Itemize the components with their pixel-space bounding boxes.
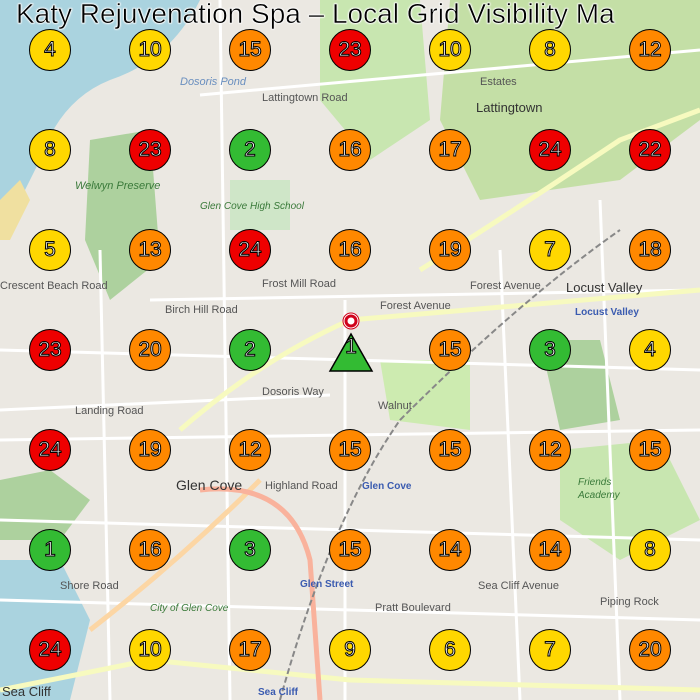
map-label: Lattingtown Road (262, 92, 348, 104)
rank-marker[interactable]: 1 (29, 529, 71, 571)
rank-marker[interactable]: 15 (329, 529, 371, 571)
map-label: Dosoris Way (262, 386, 324, 398)
map-label: Forest Avenue (470, 280, 541, 292)
map-label: Pratt Boulevard (375, 602, 451, 614)
rank-marker[interactable]: 17 (229, 629, 271, 671)
rank-marker[interactable]: 3 (529, 329, 571, 371)
rank-marker[interactable]: 15 (329, 429, 371, 471)
map-title: Katy Rejuvenation Spa – Local Grid Visib… (16, 0, 615, 29)
rank-marker[interactable]: 9 (329, 629, 371, 671)
rank-marker[interactable]: 2 (229, 129, 271, 171)
rank-marker[interactable]: 15 (229, 29, 271, 71)
map-label: Glen Cove High School (200, 201, 304, 212)
rank-marker[interactable]: 24 (29, 429, 71, 471)
map-label: Estates (480, 76, 517, 88)
map-label: Sea Cliff Avenue (478, 580, 559, 592)
rank-marker[interactable]: 23 (29, 329, 71, 371)
map-label: Glen Cove (176, 477, 243, 493)
center-rank: 1 (345, 335, 358, 359)
map-label: Sea Cliff (258, 687, 299, 698)
rank-marker[interactable]: 16 (329, 129, 371, 171)
map-label: Shore Road (60, 580, 119, 592)
map-label: Dosoris Pond (180, 76, 247, 88)
map-label: Frost Mill Road (262, 278, 336, 290)
rank-marker[interactable]: 19 (429, 229, 471, 271)
rank-marker[interactable]: 19 (129, 429, 171, 471)
rank-marker[interactable]: 4 (629, 329, 671, 371)
map-label: Crescent Beach Road (0, 280, 108, 292)
rank-marker[interactable]: 24 (229, 229, 271, 271)
rank-marker[interactable]: 12 (229, 429, 271, 471)
rank-marker[interactable]: 15 (629, 429, 671, 471)
rank-marker[interactable]: 15 (429, 329, 471, 371)
rank-marker[interactable]: 18 (629, 229, 671, 271)
rank-marker[interactable]: 4 (29, 29, 71, 71)
map-label: Piping Rock (600, 596, 659, 608)
map-label: Locust Valley (566, 280, 643, 295)
map-label: Birch Hill Road (165, 304, 238, 316)
rank-marker[interactable]: 15 (429, 429, 471, 471)
rank-marker[interactable]: 24 (529, 129, 571, 171)
rank-marker[interactable]: 7 (529, 629, 571, 671)
business-location-pin-icon[interactable] (328, 312, 374, 374)
rank-marker[interactable]: 20 (129, 329, 171, 371)
rank-marker[interactable]: 23 (129, 129, 171, 171)
map-label: Sea Cliff (2, 684, 51, 699)
rank-marker[interactable]: 14 (429, 529, 471, 571)
rank-marker[interactable]: 8 (629, 529, 671, 571)
map-label: Welwyn Preserve (75, 180, 161, 192)
rank-marker[interactable]: 12 (529, 429, 571, 471)
rank-marker[interactable]: 23 (329, 29, 371, 71)
rank-marker[interactable]: 10 (429, 29, 471, 71)
rank-marker[interactable]: 10 (129, 629, 171, 671)
forest-avenue-road (178, 287, 700, 432)
rank-marker[interactable]: 7 (529, 229, 571, 271)
map-label: Glen Street (300, 579, 354, 590)
rank-marker[interactable]: 24 (29, 629, 71, 671)
railway (279, 229, 621, 700)
map-label: Landing Road (75, 405, 144, 417)
map-label: Walnut (378, 400, 412, 412)
rank-marker[interactable]: 17 (429, 129, 471, 171)
rank-marker[interactable]: 16 (329, 229, 371, 271)
rank-marker[interactable]: 22 (629, 129, 671, 171)
rank-marker[interactable]: 5 (29, 229, 71, 271)
rank-marker[interactable]: 8 (29, 129, 71, 171)
map-label: Friends Academy (578, 477, 620, 501)
rank-marker[interactable]: 16 (129, 529, 171, 571)
map-label: Glen Cove (362, 481, 412, 492)
map-label: Forest Avenue (380, 300, 451, 312)
rank-marker[interactable]: 3 (229, 529, 271, 571)
pratt-boulevard (199, 486, 323, 700)
rank-marker[interactable]: 12 (629, 29, 671, 71)
shore-road (88, 478, 262, 632)
map-label: Lattingtown (476, 100, 543, 115)
map-label: City of Glen Cove (150, 603, 229, 614)
rank-marker[interactable]: 6 (429, 629, 471, 671)
rank-marker[interactable]: 2 (229, 329, 271, 371)
rank-marker[interactable]: 20 (629, 629, 671, 671)
rank-marker[interactable]: 14 (529, 529, 571, 571)
map-label: Highland Road (265, 480, 338, 492)
rank-marker[interactable]: 8 (529, 29, 571, 71)
rank-marker[interactable]: 10 (129, 29, 171, 71)
map-label: Locust Valley (575, 307, 639, 318)
rank-marker[interactable]: 13 (129, 229, 171, 271)
